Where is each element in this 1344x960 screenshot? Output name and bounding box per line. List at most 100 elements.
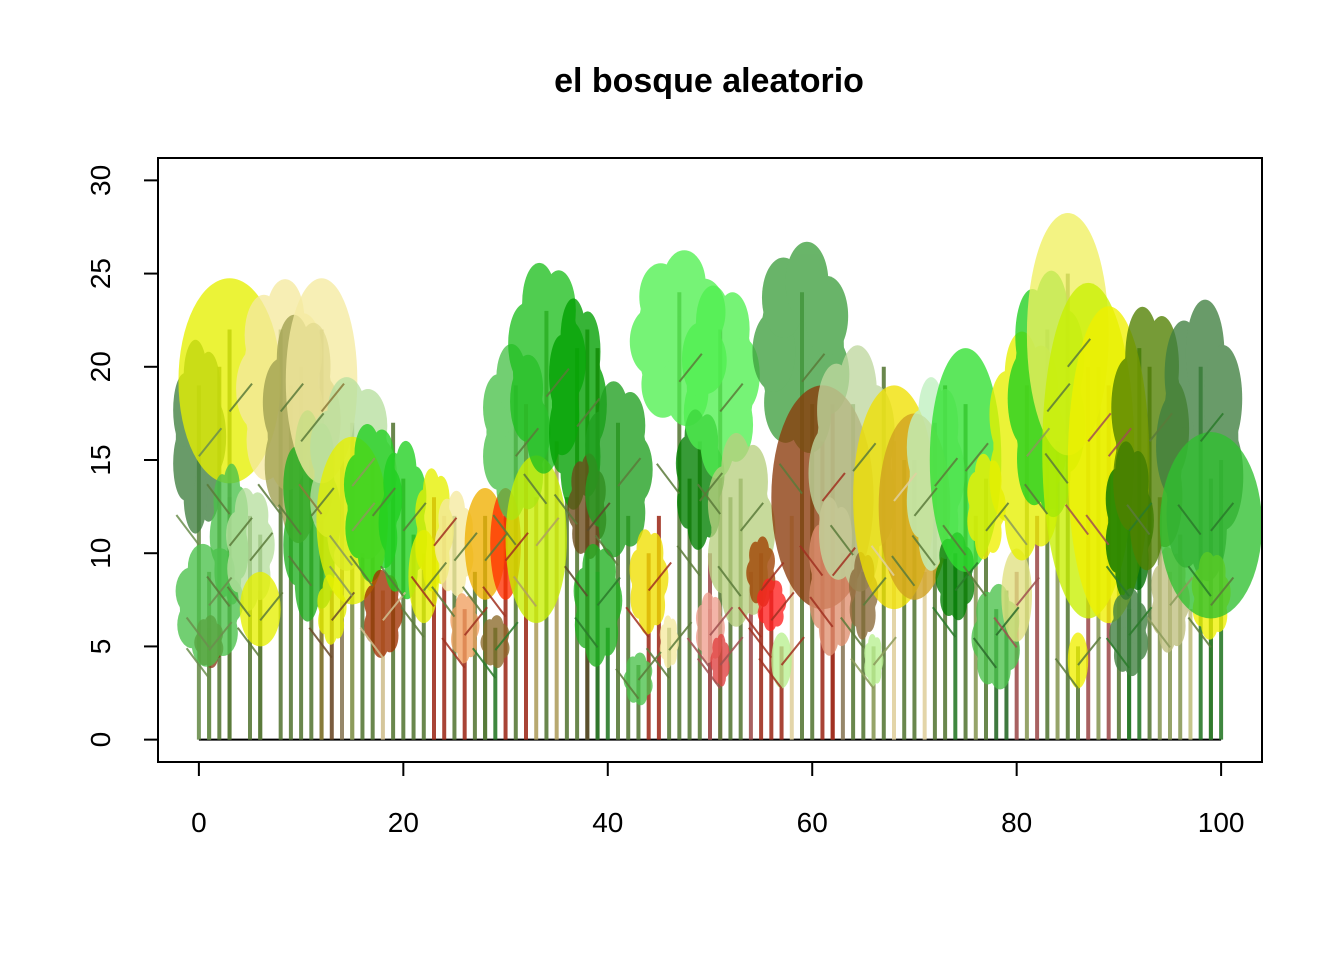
tree-branch (484, 532, 509, 562)
crown-blob (239, 571, 281, 647)
tree-branch (840, 616, 865, 648)
tree-crown (573, 543, 623, 667)
crown-blob (677, 475, 699, 529)
crown-blob (227, 545, 249, 593)
tree-branch (913, 487, 938, 517)
tree-crown (317, 574, 347, 645)
tree-branch (380, 565, 405, 597)
tree-branch (1199, 412, 1224, 442)
tree-branch (328, 565, 354, 597)
crown-blob (872, 637, 882, 658)
crown-blob (967, 501, 985, 542)
crown-blob (805, 275, 849, 357)
tree-branch (1210, 576, 1235, 607)
tree-branch (330, 591, 356, 621)
crown-blob (283, 504, 310, 586)
tree-branch (1126, 504, 1151, 536)
tree-branch (228, 382, 253, 413)
tree-branch (564, 565, 589, 597)
crown-blob (757, 603, 771, 624)
y-tick-label: 15 (85, 444, 116, 475)
tree-branch (382, 591, 407, 621)
tree-branch (1105, 565, 1130, 597)
tree-branch (494, 621, 519, 651)
tree-branch (934, 457, 959, 487)
tree-branch (893, 472, 918, 502)
tree-branch (1107, 427, 1132, 457)
crown-blob (809, 568, 831, 629)
tree-crown (1001, 548, 1032, 642)
crown-blob (483, 422, 514, 490)
tree-branch (1026, 427, 1051, 457)
crown-blob (707, 519, 738, 594)
tree-branch (698, 472, 724, 502)
tree-branch (257, 483, 282, 515)
tree-branch (780, 636, 805, 666)
tree-branch (535, 517, 560, 547)
tree-branch (972, 637, 998, 669)
tree-branch (482, 586, 507, 618)
tree-branch (964, 442, 989, 472)
tree-branch (911, 534, 936, 566)
crown-blob (659, 638, 669, 660)
tree-branch (637, 651, 662, 681)
tree-branch (617, 457, 642, 487)
tree-branch (719, 636, 744, 666)
crown-blob (906, 463, 933, 538)
y-tick-label: 30 (85, 165, 116, 196)
tree-branch (656, 463, 681, 495)
tree-branch (185, 647, 210, 679)
tree-branch (1087, 412, 1112, 442)
tree-branch (226, 586, 251, 618)
tree-branch (778, 463, 803, 495)
tree-crown (1109, 588, 1149, 677)
tree-branch (514, 427, 540, 457)
tree-branch (1210, 502, 1235, 532)
crown-blob (574, 601, 597, 649)
crown-blob (1159, 432, 1262, 619)
x-tick-label: 0 (191, 807, 207, 838)
tree-branch (1003, 514, 1028, 546)
tree-branch (942, 524, 967, 556)
tree-branch (801, 353, 826, 383)
tree-branch (349, 555, 374, 587)
tree-branch (809, 596, 834, 628)
tree-crown (239, 571, 281, 647)
tree-branch (696, 657, 722, 689)
tree-branch (277, 504, 302, 536)
tree-branch (1146, 616, 1171, 648)
tree-branch (1044, 452, 1069, 484)
y-tick-label: 20 (85, 351, 116, 382)
tree-branch (259, 591, 284, 621)
tree-branch (228, 517, 253, 547)
tree-branch (596, 576, 621, 607)
tree-branch (954, 561, 979, 592)
tree-crown (450, 593, 480, 664)
crown-blob (708, 596, 722, 624)
branches-layer (175, 338, 1235, 700)
tree-branch (1024, 483, 1049, 515)
tree-branch (553, 493, 578, 525)
tree-branch (492, 514, 517, 546)
tree-branch (870, 545, 895, 577)
crown-blob (1067, 632, 1089, 689)
tree-branch (279, 382, 304, 413)
tree-branch (1015, 576, 1040, 607)
y-axis: 0 5 10 15 20 25 30 (85, 165, 159, 747)
tree-branch (696, 483, 722, 515)
tree-branch (625, 606, 650, 638)
tree-branch (320, 382, 345, 413)
crown-blob (585, 460, 616, 528)
tree-branch (586, 502, 611, 532)
tree-crown (681, 285, 760, 479)
tree-branch (236, 627, 262, 659)
crown-blob (771, 632, 792, 689)
tree-crown (967, 453, 1006, 560)
crown-blob (600, 577, 623, 625)
crown-blob (415, 523, 433, 571)
tree-branch (1169, 576, 1194, 607)
tree-branch (1148, 412, 1173, 442)
tree-branch (359, 627, 384, 659)
tree-crown (505, 455, 567, 624)
